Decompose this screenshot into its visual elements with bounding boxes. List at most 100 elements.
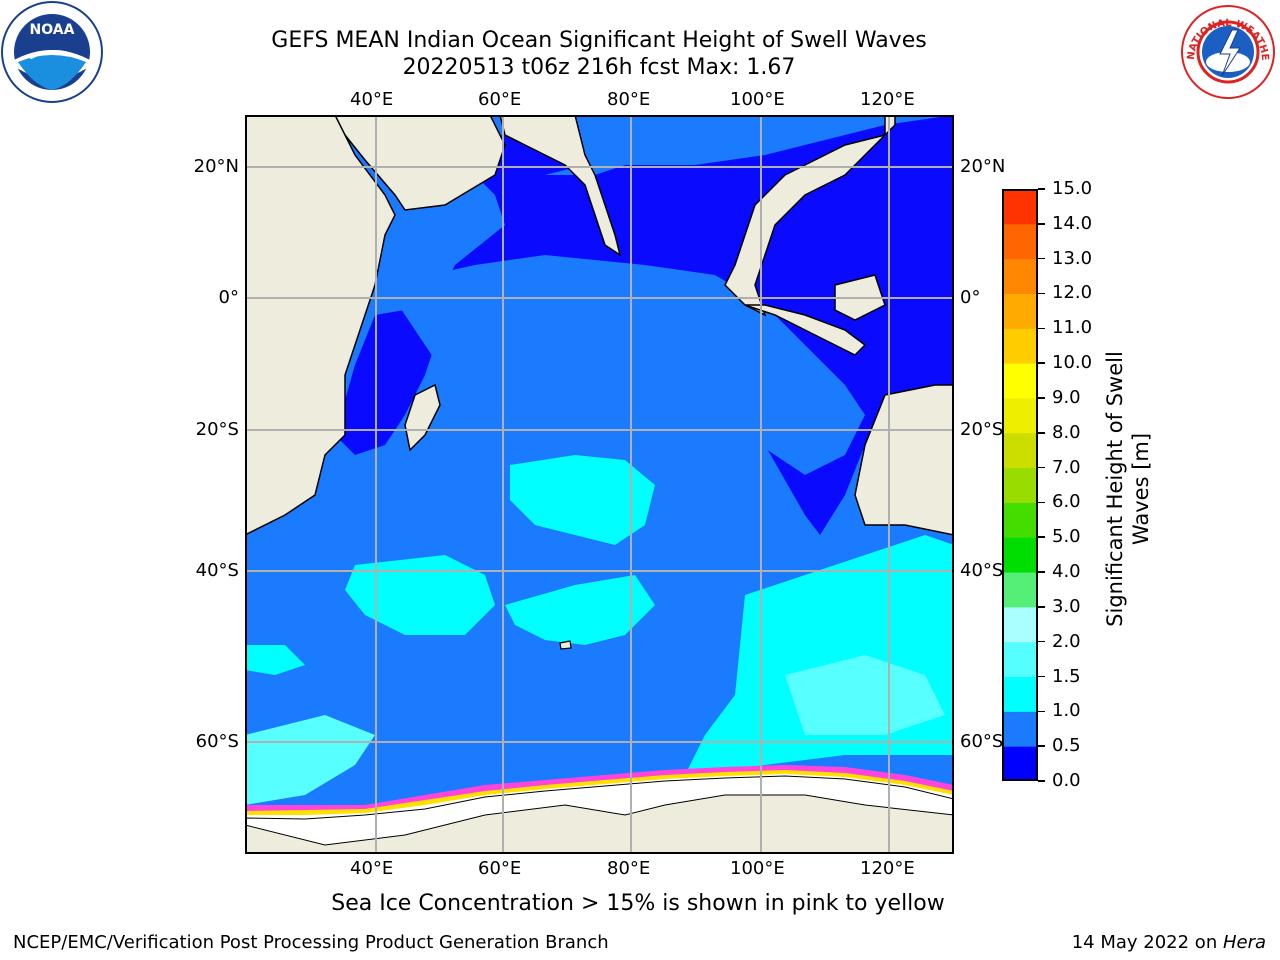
colorbar-segment [1002,363,1038,399]
colorbar-segment [1002,572,1038,608]
swell-patch-southeast-high [785,655,945,735]
colorbar-tick-label: 10.0 [1052,352,1093,374]
colorbar-segment [1002,223,1038,260]
lat-label-right-0: 0° [960,287,981,308]
colorbar [1002,189,1038,782]
map-panel [245,115,954,854]
colorbar-segment [1002,467,1038,503]
colorbar-tick-label: 6.0 [1052,491,1081,513]
lon-label-bottom-120e: 120°E [860,858,915,879]
colorbar-segment [1002,189,1038,225]
antarctica-land [245,794,954,854]
colorbar-tick-label: 14.0 [1052,212,1093,234]
colorbar-tick-mark [1038,780,1045,782]
colorbar-label-text: Significant Height of Swell Waves [m] [1103,351,1153,627]
sumatra-java-land [744,304,867,356]
bay-of-bengal-low [635,165,725,235]
colorbar-ticks: 0.0 0.5 1.0 1.5 2.0 3.0 4.0 5.0 6.0 7.0 8.0 9.0 10.0… [1038,178,1108,791]
lat-label-right-20n: 20°N [960,156,1006,177]
chart-subtitle: 20220513 t06z 216h fcst Max: 1.67 [402,55,796,80]
lon-label-bottom-80e: 80°E [607,858,651,879]
australia-land [854,384,954,536]
lon-label-top-80e: 80°E [607,89,651,110]
colorbar-tick-label: 8.0 [1052,421,1081,443]
colorbar-tick-mark [1038,571,1045,573]
colorbar-tick-label: 2.0 [1052,630,1081,652]
colorbar-graphic [1002,189,1038,782]
lat-label-right-60s: 60°S [960,731,1004,752]
lat-label-left-20s: 20°S [195,419,239,440]
colorbar-tick-mark [1038,536,1045,538]
colorbar-tick-label: 7.0 [1052,456,1081,478]
swell-patch-south-central [505,575,655,645]
swell-patch-southwest-high [245,715,375,805]
lat-label-left-0: 0° [218,287,239,308]
colorbar-tick-label: 11.0 [1052,317,1093,339]
colorbar-tick-label: 9.0 [1052,386,1081,408]
colorbar-tick-label: 3.0 [1052,595,1081,617]
swell-patch-central [510,455,655,545]
antarctica-coast [245,775,954,854]
colorbar-tick-label: 13.0 [1052,247,1093,269]
southeast-asia-land [575,115,896,317]
colorbar-segment [1002,676,1038,712]
colorbar-segment [1002,432,1038,469]
colorbar-tick-mark [1038,257,1045,260]
lon-label-top-100e: 100°E [730,89,785,110]
noaa-logo-graphic: NOAA [1,1,103,103]
colorbar-segment [1002,258,1038,294]
colorbar-tick-mark [1038,292,1045,295]
sea-ice-note-text: Sea Ice Concentration > 15% is shown in … [331,891,945,916]
colorbar-tick-mark [1038,675,1045,678]
lat-label-left-60s: 60°S [195,731,239,752]
colorbar-tick-mark [1038,745,1045,747]
noaa-logo: NOAA [0,0,104,104]
colorbar-segment [1002,397,1038,434]
colorbar-frame [1002,189,1038,781]
colorbar-tick-mark [1038,223,1045,225]
swell-patch-west [345,555,495,635]
footer-date-text: 14 May 2022 on [1071,932,1223,953]
colorbar-tick-mark [1038,327,1045,330]
colorbar-tick-label: 15.0 [1052,178,1093,199]
footer-credit: NCEP/EMC/Verification Post Processing Pr… [13,932,609,953]
colorbar-tick-mark [1038,362,1045,364]
colorbar-tick-label: 5.0 [1052,526,1081,548]
colorbar-segment [1002,328,1038,364]
map-gridlines [245,115,954,854]
colorbar-segment [1002,293,1038,329]
lon-label-top-40e: 40°E [350,89,394,110]
colorbar-tick-label: 4.0 [1052,561,1081,583]
swell-patch-far-west [245,645,305,675]
colorbar-segment [1002,606,1038,643]
colorbar-segment [1002,746,1038,782]
lon-label-bottom-60e: 60°E [478,858,522,879]
nws-logo: NATIONAL WEATHER SERVICE [1176,0,1276,100]
nws-logo-graphic: NATIONAL WEATHER SERVICE [1176,0,1275,99]
colorbar-tick-label: 0.0 [1052,770,1081,791]
colorbar-tick-mark [1038,606,1045,608]
lat-label-left-20n: 20°N [193,156,239,177]
colorbar-segment [1002,641,1038,678]
footer-machine: Hera [1222,932,1266,953]
colorbar-segment [1002,711,1038,747]
colorbar-tick-mark [1038,466,1045,469]
colorbar-tick-label: 12.0 [1052,282,1093,304]
colorbar-tick-mark [1038,432,1045,434]
lon-label-bottom-100e: 100°E [730,858,785,879]
colorbar-segment [1002,502,1038,538]
map-canvas [245,115,954,854]
colorbar-segment [1002,537,1038,573]
colorbar-tick-mark [1038,397,1045,399]
colorbar-tick-mark [1038,640,1045,643]
colorbar-tick-label: 1.0 [1052,700,1081,722]
mid-swell-region [385,255,865,475]
lat-label-right-40s: 40°S [960,560,1004,581]
chart-title: GEFS MEAN Indian Ocean Significant Heigh… [271,28,927,53]
madagascar-land [404,383,441,452]
lon-label-bottom-40e: 40°E [350,858,394,879]
sea-ice-note: Sea Ice Concentration > 15% is shown in … [0,891,1278,916]
colorbar-tick-mark [1038,188,1045,190]
kerguelen-island [559,640,572,650]
lon-label-top-60e: 60°E [478,89,522,110]
